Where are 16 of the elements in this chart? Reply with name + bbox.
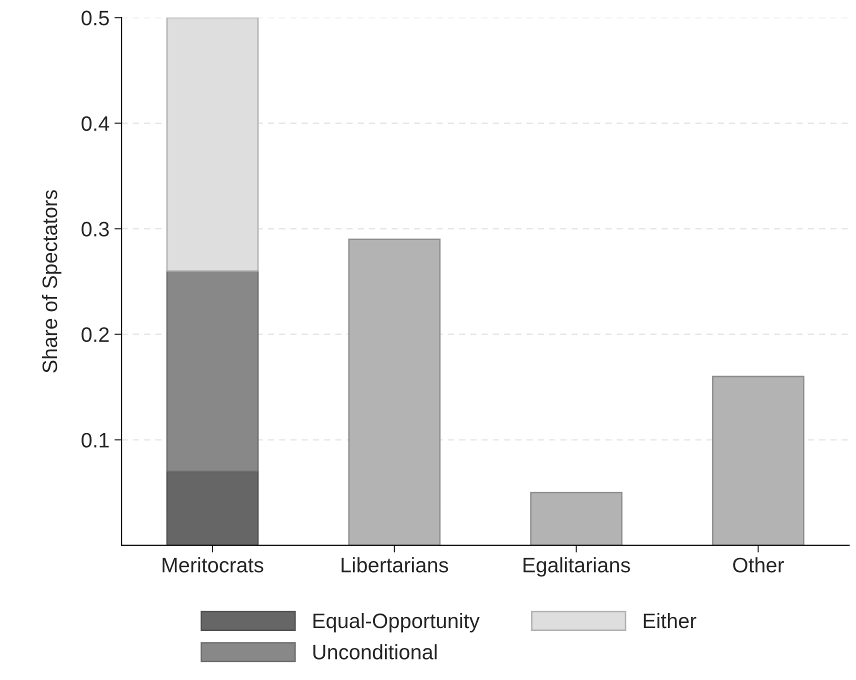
legend-label: Unconditional	[313, 644, 437, 660]
legend-label: Equal-Opportunity	[313, 612, 480, 632]
y-tick-label: 0.5	[82, 10, 109, 26]
x-tick-label: Other	[733, 557, 784, 572]
x-tick-label: Meritocrats	[162, 557, 264, 572]
y-tick-label: 0.3	[82, 222, 109, 237]
x-tick-label: Egalitarians	[524, 557, 630, 577]
bar	[712, 376, 804, 546]
x-tick-label: Libertarians	[342, 557, 448, 572]
bar	[348, 238, 441, 546]
legend-label: Either	[644, 612, 696, 628]
y-axis-title: Share of Spectators	[42, 190, 62, 373]
y-tick-label: 0.1	[82, 432, 109, 448]
y-tick-label: 0.2	[82, 327, 109, 342]
y-tick-label: 0.4	[82, 116, 110, 131]
bar	[530, 492, 622, 546]
